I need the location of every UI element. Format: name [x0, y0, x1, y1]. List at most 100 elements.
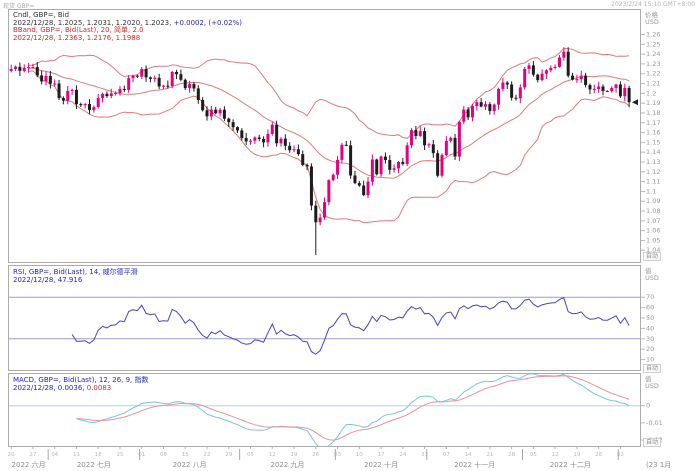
candle-body [201, 100, 205, 111]
last-price-marker [632, 99, 638, 106]
candle-body [492, 104, 496, 111]
candle-body [253, 137, 257, 141]
month-label: 2022 七月 [77, 460, 111, 469]
candle-body [161, 85, 165, 87]
candle-body [497, 88, 501, 105]
candle-body [457, 121, 461, 157]
svg-text:1.15: 1.15 [646, 138, 660, 146]
candle-body [383, 156, 387, 161]
svg-text:70: 70 [646, 293, 654, 301]
svg-text:03: 03 [334, 452, 341, 458]
svg-text:50: 50 [646, 314, 654, 322]
candle-body [249, 140, 253, 142]
svg-text:12: 12 [269, 452, 276, 458]
svg-text:29: 29 [225, 452, 232, 458]
candle-body [135, 75, 139, 77]
svg-text:1.07: 1.07 [646, 217, 660, 225]
candle-body [218, 109, 222, 114]
svg-text:40: 40 [646, 324, 654, 332]
candle-body [536, 74, 540, 81]
candle-body [153, 77, 157, 79]
candle-body [431, 144, 435, 154]
candle-body [362, 185, 366, 196]
candle-body [270, 124, 274, 135]
month-label: 2022 十二月 [550, 460, 591, 469]
candle-body [592, 88, 596, 90]
candle-body [205, 110, 209, 117]
candle-body [510, 84, 514, 98]
svg-text:24: 24 [399, 452, 406, 458]
macd-axis-auto-button[interactable]: 自动 [643, 438, 662, 447]
candle-body [588, 85, 592, 90]
candle-body [70, 89, 74, 91]
candle-body [605, 90, 609, 92]
candle-body [114, 93, 118, 95]
candle-body [296, 149, 300, 155]
candle-body [196, 88, 200, 101]
svg-text:1.06: 1.06 [646, 227, 660, 235]
svg-text:18: 18 [95, 452, 102, 458]
candle-body [40, 75, 44, 82]
svg-text:07: 07 [443, 452, 450, 458]
candle-body [470, 106, 474, 118]
svg-text:1.24: 1.24 [646, 50, 660, 58]
candle-body [571, 75, 575, 80]
candle-body [183, 79, 187, 89]
candle-body [584, 75, 588, 86]
candle-body [357, 183, 361, 186]
candle-body [262, 138, 266, 143]
candle-body [488, 104, 492, 111]
candle-body [414, 130, 418, 136]
svg-text:10: 10 [646, 356, 654, 364]
timestamp-label: 2023/2/24 15:10 GMT+8:00 [611, 1, 695, 8]
svg-text:USD: USD [645, 18, 659, 26]
candle-body [331, 174, 335, 181]
candle-body [327, 180, 331, 203]
candle-body [244, 138, 248, 142]
candle-body [505, 82, 509, 85]
svg-text:1.26: 1.26 [646, 31, 660, 39]
candle-body [170, 71, 174, 86]
candle-body [27, 67, 31, 69]
candle-body [579, 75, 583, 80]
svg-text:1.1: 1.1 [646, 187, 656, 195]
svg-text:02: 02 [617, 452, 624, 458]
rsi-axis-auto-button[interactable]: 自动 [643, 364, 662, 373]
candle-body [31, 67, 35, 69]
candle-body [462, 109, 466, 122]
candle-body [366, 181, 370, 196]
candle-body [453, 137, 457, 157]
candle-body [283, 138, 287, 146]
candle-body [427, 144, 431, 146]
candle-body [209, 109, 213, 117]
svg-text:12: 12 [552, 452, 559, 458]
candle-body [566, 51, 570, 76]
candle-body [388, 160, 392, 170]
candle-body [553, 66, 557, 68]
candle-body [523, 68, 527, 88]
candle-body [109, 93, 113, 97]
candle-body [340, 144, 344, 160]
candle-body [309, 166, 313, 206]
candle-body [175, 71, 179, 75]
price-axis-auto-button[interactable]: 自动 [643, 252, 662, 261]
candle-body [240, 130, 244, 139]
svg-text:60: 60 [646, 304, 654, 312]
candle-body [231, 122, 235, 128]
svg-text:1.23: 1.23 [646, 60, 660, 68]
svg-text:26: 26 [595, 452, 602, 458]
svg-text:0: 0 [646, 402, 650, 410]
candle-body [614, 84, 618, 88]
svg-text:01: 01 [138, 452, 145, 458]
svg-text:31: 31 [421, 452, 428, 458]
candle-body [57, 83, 61, 99]
candle-body [375, 159, 379, 175]
candle-body [288, 145, 292, 151]
candle-body [531, 65, 535, 75]
candle-body [235, 127, 239, 131]
candle-body [105, 93, 109, 97]
candle-body [35, 67, 39, 76]
candle-body [540, 73, 544, 81]
